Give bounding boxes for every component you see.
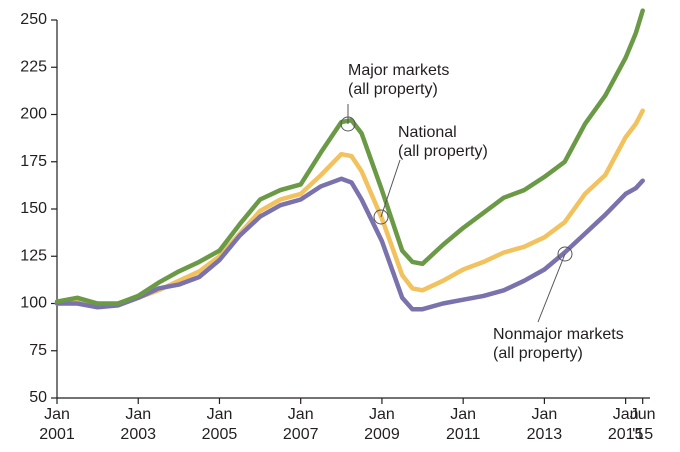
x-tick-label: 2007 xyxy=(283,426,319,443)
x-tick-label: Jan xyxy=(44,406,70,423)
annotation: (all property) xyxy=(348,81,438,98)
x-tick-label: '15 xyxy=(632,426,653,443)
annotation: (all property) xyxy=(493,345,583,362)
y-tick-label: 250 xyxy=(20,11,47,28)
y-tick-label: 50 xyxy=(29,389,47,406)
series-line xyxy=(54,176,645,312)
callout-circle xyxy=(340,116,356,132)
annotation: (all property) xyxy=(398,143,488,160)
y-tick-label: 225 xyxy=(20,58,47,75)
y-tick-label: 75 xyxy=(29,342,47,359)
callout-circle xyxy=(373,209,389,225)
x-tick-label: 2015 xyxy=(608,426,644,443)
annotation: National xyxy=(398,124,457,141)
y-tick-label: 175 xyxy=(20,153,47,170)
x-tick-label: Jun xyxy=(630,406,656,423)
x-tick-label: 2009 xyxy=(364,426,400,443)
y-tick-label: 200 xyxy=(20,106,47,123)
x-tick-label: 2003 xyxy=(120,426,156,443)
y-tick-label: 125 xyxy=(20,247,47,264)
series-line xyxy=(54,8,645,306)
x-tick-label: 2001 xyxy=(39,426,75,443)
callout-line xyxy=(537,253,566,323)
x-tick-label: Jan xyxy=(450,406,476,423)
x-tick-label: Jan xyxy=(531,406,557,423)
callout-circle xyxy=(557,246,573,262)
series-line xyxy=(54,108,645,308)
x-tick-label: Jan xyxy=(613,406,639,423)
annotation: Major markets xyxy=(348,62,449,79)
x-tick-label: 2013 xyxy=(527,426,563,443)
x-tick-label: Jan xyxy=(207,406,233,423)
annotation: Nonmajor markets xyxy=(493,326,624,343)
x-tick-label: Jan xyxy=(288,406,314,423)
x-tick-label: Jan xyxy=(125,406,151,423)
x-tick-label: 2011 xyxy=(446,426,481,443)
x-tick-label: Jan xyxy=(369,406,395,423)
y-tick-label: 100 xyxy=(20,295,47,312)
callout-line xyxy=(380,159,401,218)
x-tick-label: 2005 xyxy=(202,426,238,443)
y-tick-label: 150 xyxy=(20,200,47,217)
